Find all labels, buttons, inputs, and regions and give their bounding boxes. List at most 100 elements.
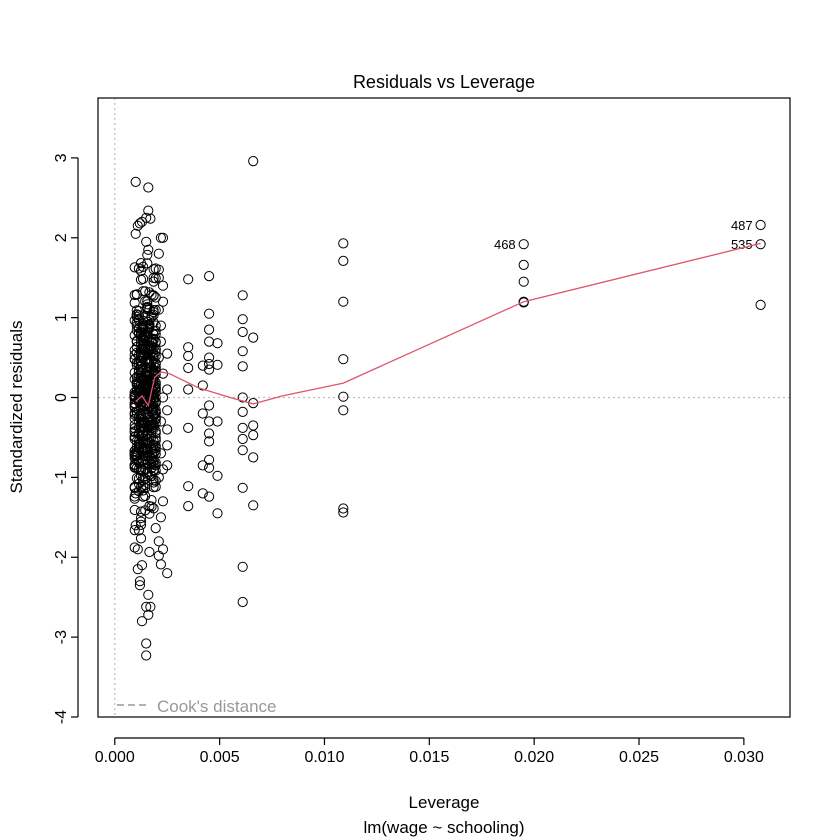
data-point	[183, 501, 194, 512]
data-point	[133, 525, 144, 536]
data-point	[157, 280, 169, 291]
data-point	[132, 220, 143, 231]
data-point	[133, 377, 144, 388]
data-point	[134, 580, 145, 591]
data-point	[237, 433, 248, 445]
data-point	[204, 400, 215, 411]
x-tick-label: 0.020	[514, 749, 554, 766]
data-point	[248, 452, 259, 463]
y-tick-label: 0	[53, 393, 70, 402]
data-point	[131, 311, 142, 322]
data-point	[150, 413, 161, 424]
data-point	[204, 358, 215, 370]
data-point	[134, 576, 145, 587]
data-point	[138, 335, 149, 346]
data-point	[153, 536, 164, 547]
data-point	[142, 422, 153, 433]
data-point	[212, 508, 223, 519]
data-point	[146, 501, 157, 512]
data-point	[135, 506, 147, 517]
data-point	[204, 454, 215, 465]
data-point	[157, 544, 169, 555]
data-point	[237, 482, 248, 493]
data-point	[141, 601, 152, 612]
x-tick-label: 0.015	[409, 749, 449, 766]
data-point	[204, 462, 215, 473]
data-point	[150, 433, 161, 444]
data-point	[142, 249, 153, 260]
legend-label: Cook's distance	[157, 697, 276, 716]
data-point	[145, 601, 156, 612]
data-point	[138, 286, 149, 297]
data-point	[142, 296, 153, 307]
data-point	[183, 384, 194, 395]
data-point	[162, 348, 173, 359]
data-point	[162, 440, 173, 451]
data-point	[204, 416, 215, 427]
data-point	[130, 176, 141, 187]
smoothed-trend-line	[135, 242, 761, 408]
data-point	[248, 156, 259, 167]
data-point	[135, 470, 147, 481]
data-point	[755, 299, 766, 310]
point-id-label: 535	[731, 237, 753, 252]
x-axis-label: Leverage	[409, 793, 480, 812]
data-point	[338, 238, 349, 249]
data-point	[153, 550, 164, 561]
data-point	[155, 448, 166, 459]
data-point	[135, 430, 147, 441]
data-points	[129, 156, 766, 661]
data-point	[212, 416, 223, 427]
data-point	[140, 505, 151, 516]
data-point	[144, 323, 155, 334]
data-point	[197, 408, 208, 419]
data-point	[133, 381, 144, 392]
model-formula-caption: lm(wage ~ schooling)	[363, 818, 524, 837]
data-point	[148, 342, 159, 354]
data-point	[197, 460, 208, 471]
data-point	[150, 460, 161, 471]
data-point	[134, 218, 145, 229]
data-point	[131, 406, 142, 417]
data-point	[143, 609, 154, 620]
data-point	[162, 568, 173, 579]
data-point	[133, 306, 144, 317]
point-id-label: 487	[731, 218, 753, 233]
data-point	[129, 419, 140, 431]
data-point	[135, 533, 147, 544]
x-tick-label: 0.005	[200, 749, 240, 766]
data-point	[518, 276, 529, 287]
y-axis-label: Standardized residuals	[7, 321, 26, 494]
data-point	[162, 384, 173, 395]
data-point	[204, 324, 215, 335]
data-point	[338, 255, 349, 266]
data-point	[153, 248, 164, 259]
data-point	[129, 423, 140, 434]
data-point	[157, 496, 169, 507]
data-point	[135, 465, 147, 476]
data-point	[212, 338, 223, 349]
data-point	[150, 407, 161, 418]
data-point	[338, 391, 349, 402]
x-tick-label: 0.025	[619, 749, 659, 766]
data-point	[132, 544, 143, 555]
data-point	[138, 322, 149, 333]
data-point	[148, 439, 159, 450]
data-point	[131, 372, 142, 383]
data-point	[135, 347, 147, 358]
data-point	[135, 327, 147, 338]
y-tick-label: -4	[53, 710, 70, 724]
data-point	[142, 371, 153, 382]
y-tick-label: -2	[53, 550, 70, 564]
data-point	[150, 425, 161, 437]
data-point	[146, 470, 157, 481]
data-point	[131, 451, 142, 462]
y-tick-label: 3	[53, 153, 70, 162]
data-point	[237, 561, 248, 572]
data-point	[248, 420, 259, 431]
data-point	[142, 447, 153, 458]
data-point	[133, 443, 144, 454]
data-point	[183, 362, 194, 374]
data-point	[129, 491, 140, 502]
y-tick-label: -3	[53, 630, 70, 644]
